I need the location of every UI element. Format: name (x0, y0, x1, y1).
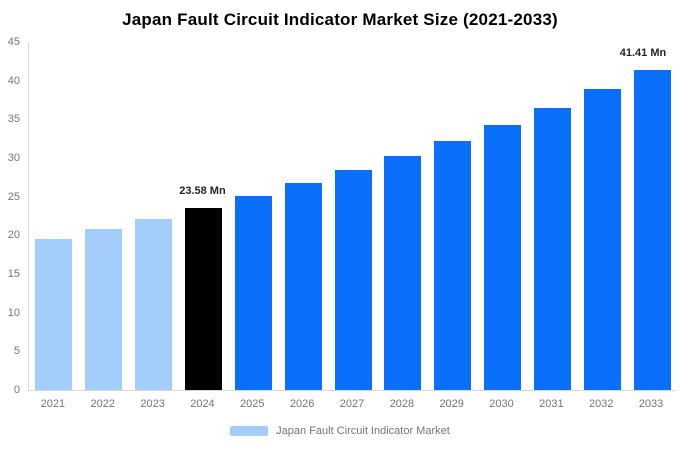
bar-2026 (284, 183, 322, 390)
bar-2024 (184, 207, 222, 390)
bar-2031 (533, 107, 571, 390)
x-tick-label-2027: 2027 (339, 398, 365, 410)
y-tick-label: 25 (7, 190, 20, 203)
legend-label: Japan Fault Circuit Indicator Market (276, 425, 450, 437)
data-label-2033: 41.41 Mn (619, 46, 667, 59)
x-tick-label-2024: 2024 (190, 398, 215, 410)
legend[interactable]: Japan Fault Circuit Indicator Market (0, 425, 680, 437)
y-tick-label: 5 (13, 345, 20, 358)
y-tick-label: 0 (13, 384, 20, 396)
y-tick-label: 40 (7, 74, 20, 87)
bar-2028 (384, 155, 422, 390)
x-tick-label-2023: 2023 (140, 398, 165, 410)
plot-area (28, 42, 677, 391)
bar-2033 (633, 69, 671, 390)
x-tick-label-2028: 2028 (389, 398, 415, 410)
bar-2023 (135, 218, 173, 390)
x-tick-label-2022: 2022 (90, 398, 115, 410)
x-tick-label-2030: 2030 (489, 398, 514, 410)
x-tick-label-2025: 2025 (240, 398, 265, 410)
y-tick-label: 10 (7, 306, 20, 319)
bar-2021 (35, 238, 73, 390)
bar-2030 (484, 124, 522, 390)
data-label-2024: 23.58 Mn (179, 184, 226, 197)
y-tick-label: 45 (7, 36, 20, 48)
bar-2025 (234, 195, 272, 390)
bar-2032 (583, 89, 621, 390)
x-tick-label-2029: 2029 (439, 398, 464, 410)
y-tick-label: 15 (7, 268, 20, 280)
bar-2029 (434, 140, 472, 390)
x-tick-label-2033: 2033 (638, 398, 664, 410)
x-tick-label-2031: 2031 (539, 398, 564, 410)
bar-2022 (85, 229, 123, 390)
x-tick-label-2032: 2032 (588, 398, 614, 410)
x-tick-label-2026: 2026 (289, 398, 315, 410)
chart-title: Japan Fault Circuit Indicator Market Siz… (122, 10, 558, 29)
x-tick-label-2021: 2021 (40, 398, 66, 410)
bar-2027 (334, 170, 372, 390)
legend-swatch (230, 426, 269, 436)
y-tick-label: 20 (7, 229, 20, 242)
y-tick-label: 35 (7, 113, 20, 126)
y-tick-label: 30 (7, 152, 20, 164)
